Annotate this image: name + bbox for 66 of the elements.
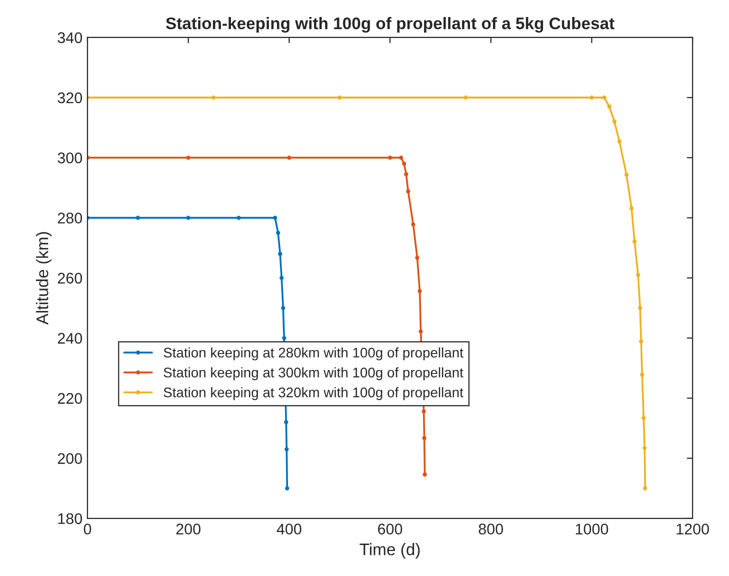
point (612, 120, 616, 124)
point (590, 95, 594, 100)
point (464, 95, 468, 100)
point (404, 172, 408, 176)
point (186, 216, 190, 220)
point (411, 222, 416, 226)
point (272, 216, 278, 220)
y-tick-label: 220 (58, 393, 82, 404)
x-tick-label: 0 (84, 524, 92, 534)
point (406, 189, 410, 194)
point (338, 95, 342, 100)
point (211, 95, 216, 100)
x-tick-label: 600 (378, 524, 402, 534)
point (624, 172, 629, 177)
y-tick-label: 180 (58, 513, 82, 524)
point (402, 162, 406, 166)
legend-label: Station keeping at 320km with 100g of propellant (164, 387, 464, 400)
point (422, 472, 427, 477)
point (388, 156, 392, 160)
point (282, 336, 286, 340)
point (422, 436, 426, 440)
y-tick-label: 200 (58, 453, 82, 464)
point (278, 252, 282, 256)
x-tick-label: 1000 (576, 524, 608, 534)
point (285, 486, 290, 490)
x-tick-label: 800 (478, 524, 504, 534)
point (418, 289, 422, 294)
point (287, 156, 292, 160)
point (276, 230, 280, 235)
point (280, 276, 284, 280)
point (281, 306, 286, 310)
legend-label: Station keeping at 280km with 100g of propellant (164, 347, 464, 360)
point (636, 272, 640, 277)
point (284, 447, 289, 452)
point (236, 216, 241, 220)
chart-title: Station-keeping with 100g of propellant of a 5kg Cubesat (166, 17, 614, 33)
point (284, 420, 288, 424)
y-tick-label: 260 (58, 272, 82, 284)
point (602, 95, 606, 100)
y-axis-title: Altitude (km) (36, 232, 52, 325)
point (418, 329, 423, 334)
point (415, 256, 420, 260)
y-tick-label: 320 (58, 92, 82, 104)
point (643, 486, 648, 490)
y-tick-label: 340 (58, 32, 82, 44)
point (422, 409, 426, 414)
point (607, 104, 612, 109)
point (632, 239, 637, 244)
point (629, 206, 634, 210)
x-tick-label: 1200 (676, 524, 709, 534)
x-axis-title: Time (d) (360, 543, 420, 559)
point (399, 156, 404, 160)
point (186, 156, 190, 160)
y-tick-label: 240 (58, 332, 82, 344)
point (639, 339, 644, 344)
legend-label: Station keeping at 300km with 100g of propellant (164, 367, 464, 380)
y-tick-label: 280 (58, 212, 82, 224)
point (642, 416, 646, 420)
x-tick-label: 400 (276, 524, 302, 534)
x-tick-label: 200 (176, 524, 200, 534)
point (136, 216, 140, 220)
point (638, 306, 642, 310)
point (642, 446, 647, 450)
point (640, 372, 644, 377)
point (617, 139, 622, 144)
y-tick-label: 300 (58, 152, 82, 164)
